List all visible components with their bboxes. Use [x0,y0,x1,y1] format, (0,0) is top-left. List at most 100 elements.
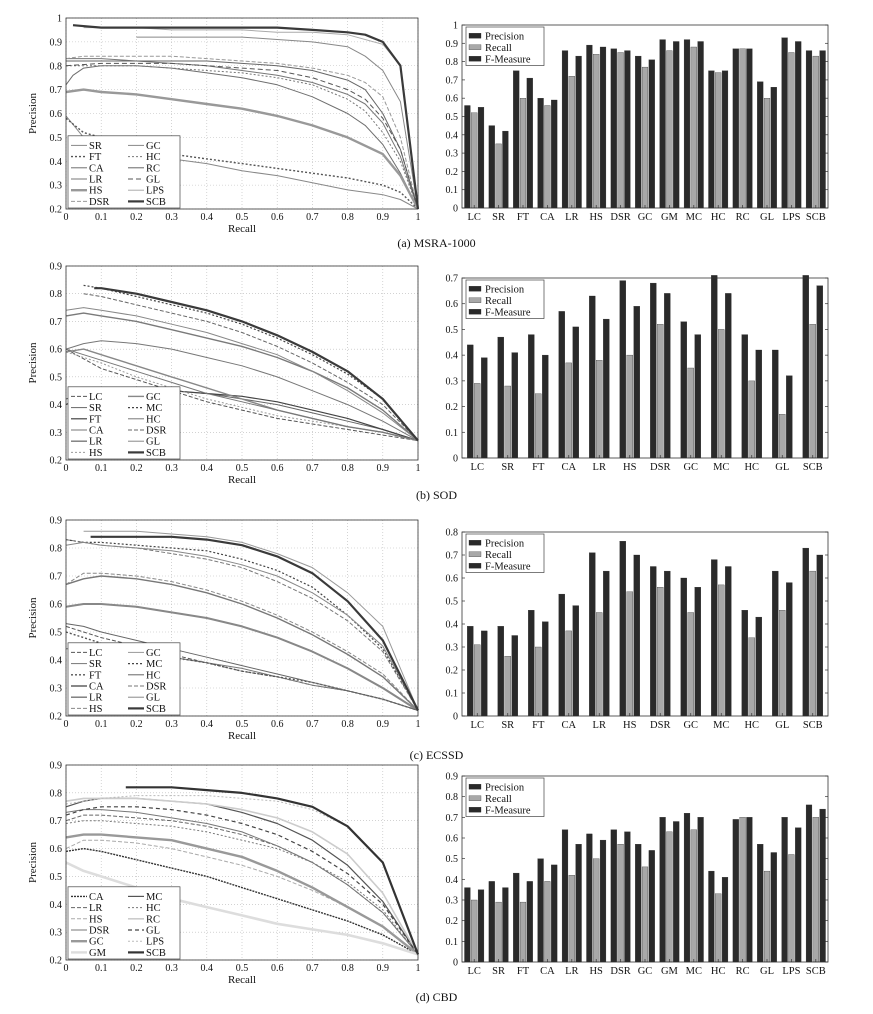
x-tick-label-hs: HS [623,720,637,731]
x-tick-label-lr: LR [565,966,578,977]
x-tick-label-dsr: DSR [650,720,670,731]
x-tick-label: 0.9 [377,719,390,730]
x-tick-label: 0 [64,463,69,474]
x-tick-label: 0.8 [341,463,354,474]
legend-label-gl: GL [146,926,160,937]
bar-precision-gm [659,39,666,209]
bar-recall-gc [687,612,694,717]
legend-label-sr: SR [89,403,102,414]
series-line-gl [65,806,419,955]
bar-recall-gm [666,831,673,963]
bar-precision-gl [772,570,779,717]
y-tick-label: 0.5 [446,325,459,336]
bar-chart-5: 0 0.1 0.2 0.3 0.4 0.5 0.6 0.7 0.8 LC SR FT CA LR HS DSR… [446,528,829,731]
x-tick-label-lr: LR [593,462,606,473]
x-tick-label-dsr: DSR [610,966,630,977]
bar-precision-ft [528,334,535,459]
bar-precision-ca [537,98,544,209]
legend-label-mc: MC [146,659,162,670]
bar-recall-lr [568,76,575,209]
legend-label-dsr: DSR [89,197,109,208]
x-tick-label-ca: CA [561,720,576,731]
y-tick-label: 0.1 [446,185,459,196]
y-tick-label: 0.6 [50,844,63,855]
y-tick-label: 0.2 [50,205,63,216]
x-tick-label: 0.2 [130,963,143,974]
bar-recall-lc [471,899,478,963]
x-tick-label-lr: LR [593,720,606,731]
legend-swatch-recall [468,795,482,801]
series-line-scb [90,535,419,711]
x-tick-label-lc: LC [471,720,484,731]
legend-label-mc: MC [146,403,162,414]
y-tick-label: 0.1 [446,937,459,948]
bar-f-measure-sr [511,352,518,459]
bar-precision-dsr [610,829,617,963]
legend-label-recall: Recall [485,794,512,805]
x-tick-label: 0.3 [165,719,178,730]
bar-f-measure-dsr [664,570,671,717]
plot-frame [65,17,419,210]
bar-f-measure-lps [795,41,802,209]
y-tick-label: 0.9 [50,516,63,527]
bar-recall-ft [519,901,527,963]
x-tick-label-gm: GM [661,212,679,223]
series-line-scb [125,786,420,955]
x-tick-label: 1 [416,963,421,974]
x-tick-label-hs: HS [623,462,637,473]
series-line-dsr [65,55,419,210]
x-tick-label: 0.2 [130,212,143,223]
bar-f-measure-dsr [624,831,631,963]
x-tick-label: 0.8 [341,212,354,223]
series-line-ca [65,340,419,442]
bar-recall-lc [474,644,481,717]
plot-frame [65,519,419,717]
y-tick-label: 0.8 [446,57,459,68]
legend-label-hc: HC [146,152,161,163]
y-tick-label: 0.6 [50,600,63,611]
x-tick-label-lc: LC [467,212,480,223]
series-line-mc [65,539,419,711]
y-tick-label: 0.3 [50,181,63,192]
y-axis-label: Precision [27,93,39,134]
legend-swatch-precision [468,33,482,39]
bar-f-measure-ca [551,864,558,963]
bar-recall-scb [809,324,816,459]
legend-label-f-measure: F-Measure [485,307,531,318]
x-tick-label: 0.6 [271,212,284,223]
bar-precision-mc [683,813,691,963]
y-tick-label: 0.7 [446,274,459,285]
legend-label-ca: CA [89,163,104,174]
series-line-gl [65,62,419,210]
x-tick-label: 0.5 [236,719,249,730]
x-tick-label-hc: HC [711,212,726,223]
bar-precision-gc [635,55,642,209]
bar-recall-lps [788,854,795,963]
x-tick-label: 0.6 [271,719,284,730]
series-group [65,530,419,712]
plot-frame [461,24,829,209]
bar-f-measure-lr [603,570,610,717]
bar-recall-scb [809,570,816,717]
x-tick-label: 0.1 [95,463,108,474]
x-tick-label-gl: GL [775,720,789,731]
caption-cbd: (d) CBD [415,990,458,1004]
pr-curve-chart-0: 0 0.1 0.2 0.3 0.4 0.5 0.6 0.7 0.8 0.9 1 0.2 0.3 0.4 0.… [27,14,421,236]
y-tick-label: 0.2 [446,402,459,413]
x-tick-label-lps: LPS [782,966,800,977]
bar-recall-dsr [657,587,664,717]
x-tick-label-scb: SCB [803,720,823,731]
bar-precision-lps [781,817,788,963]
x-tick-label: 0.2 [130,719,143,730]
legend-label-scb: SCB [146,704,166,715]
bar-f-measure-gl [786,582,793,717]
x-tick-label-hc: HC [711,966,726,977]
y-tick-label: 0.6 [50,109,63,120]
series-line-dsr [83,293,419,441]
bar-f-measure-hs [599,46,607,209]
legend-label-hs: HS [89,448,103,459]
y-tick-label: 0.7 [446,813,459,824]
bar-precision-ca [558,311,565,459]
